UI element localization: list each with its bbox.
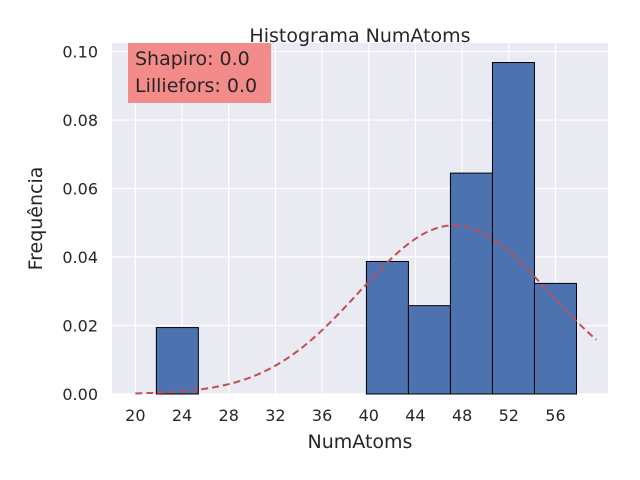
shapiro-result: Shapiro: 0.0 <box>135 48 250 70</box>
histogram-bar <box>407 305 451 395</box>
histogram-bar <box>491 62 535 395</box>
y-tick-label: 0.08 <box>62 111 98 130</box>
x-tick-label: 52 <box>499 406 519 425</box>
annotation-box <box>128 43 271 103</box>
y-axis-ticks: 0.00 0.02 0.04 0.06 0.08 0.10 <box>62 43 98 404</box>
normal-distribution-curve <box>135 224 597 395</box>
x-tick-label: 24 <box>172 406 192 425</box>
histogram-bar <box>155 327 199 395</box>
x-tick-label: 44 <box>405 406 425 425</box>
x-tick-label: 56 <box>545 406 565 425</box>
x-axis-label: NumAtoms <box>308 431 413 453</box>
x-tick-label: 36 <box>312 406 332 425</box>
histogram-bar <box>449 172 493 395</box>
histogram-bar <box>533 282 577 395</box>
y-tick-label: 0.04 <box>62 248 98 267</box>
normality-test-annotation: Shapiro: 0.0 Lilliefors: 0.0 <box>128 43 271 103</box>
x-tick-label: 20 <box>125 406 145 425</box>
x-tick-label: 48 <box>452 406 472 425</box>
y-axis-label: Frequência <box>25 167 47 271</box>
y-tick-label: 0.00 <box>62 385 98 404</box>
histogram-bars <box>155 62 577 395</box>
y-tick-label: 0.06 <box>62 180 98 199</box>
lilliefors-result: Lilliefors: 0.0 <box>135 75 257 97</box>
x-axis-ticks: 20 24 28 32 36 40 44 48 52 56 <box>125 406 566 425</box>
histogram-bar <box>365 260 409 395</box>
x-tick-label: 32 <box>265 406 285 425</box>
y-tick-label: 0.10 <box>62 43 98 62</box>
y-tick-label: 0.02 <box>62 317 98 336</box>
x-tick-label: 40 <box>359 406 379 425</box>
x-tick-label: 28 <box>219 406 239 425</box>
chart-title: Histograma NumAtoms <box>249 25 470 47</box>
